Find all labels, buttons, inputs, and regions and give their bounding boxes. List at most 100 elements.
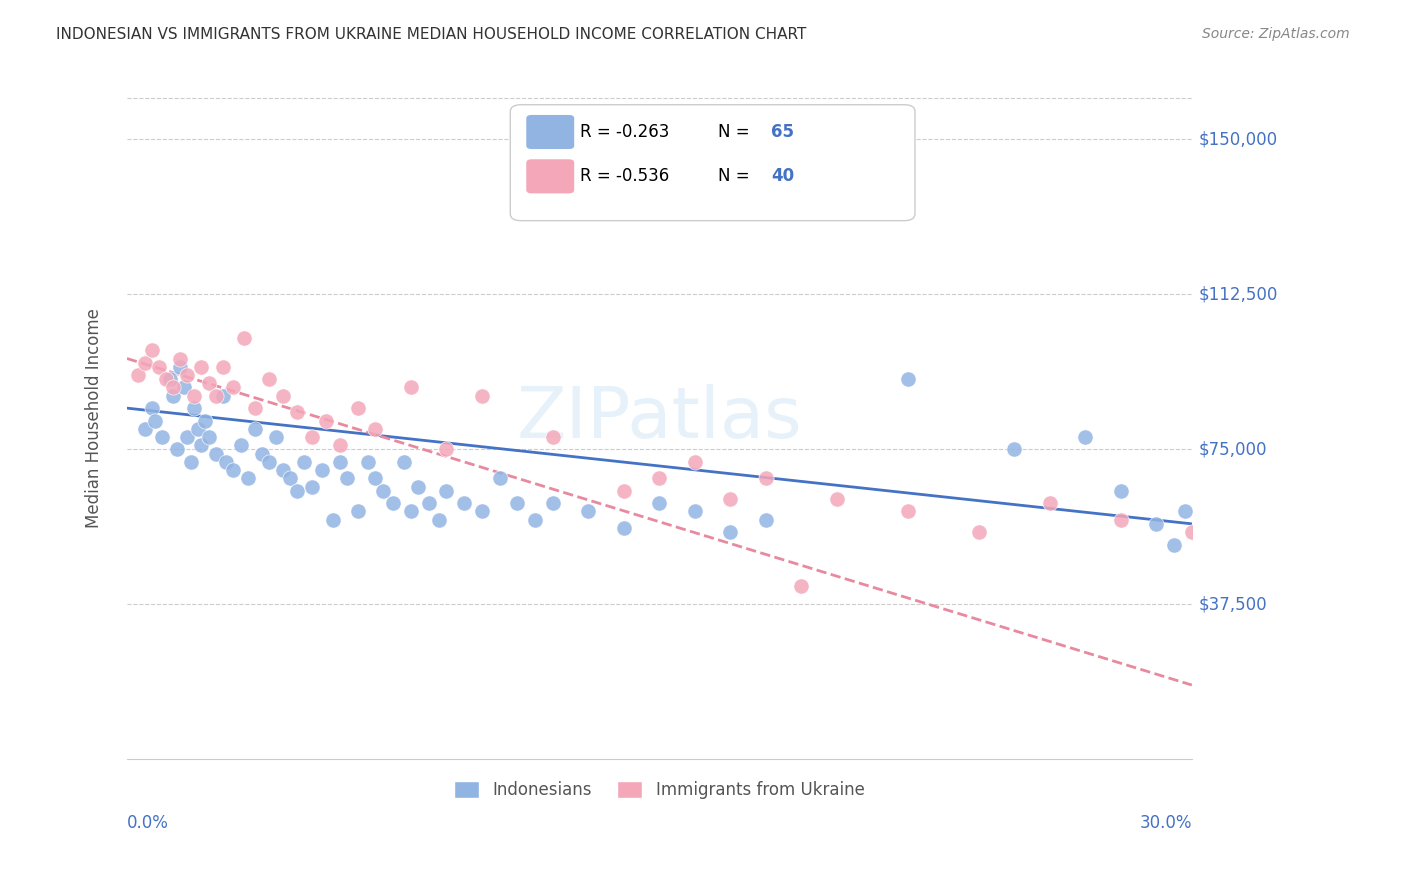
Point (271, 463, 294, 477)
Text: R = -0.263: R = -0.263 (579, 123, 669, 141)
Point (1074, 430, 1097, 444)
Point (152, 430, 174, 444)
Point (204, 389, 226, 403)
Point (155, 372, 177, 386)
Point (418, 496, 440, 510)
Point (271, 389, 294, 403)
Point (1163, 537, 1185, 551)
Point (143, 413, 166, 427)
Point (1144, 516, 1167, 531)
Point (524, 513, 547, 527)
Point (346, 401, 368, 416)
Point (162, 389, 184, 403)
Point (434, 483, 457, 498)
Text: INDONESIAN VS IMMIGRANTS FROM UKRAINE MEDIAN HOUSEHOLD INCOME CORRELATION CHART: INDONESIAN VS IMMIGRANTS FROM UKRAINE ME… (56, 27, 807, 42)
Point (392, 455, 415, 469)
Point (399, 504, 422, 518)
Point (541, 496, 564, 510)
Text: $112,500: $112,500 (1199, 285, 1278, 303)
Point (190, 438, 212, 452)
Point (264, 430, 287, 444)
Point (141, 401, 163, 416)
Point (488, 471, 510, 485)
Point (180, 455, 202, 469)
Point (148, 359, 170, 374)
Point (471, 389, 494, 403)
Point (648, 496, 671, 510)
Point (197, 430, 219, 444)
Point (755, 471, 778, 485)
Point (613, 521, 636, 535)
Point (329, 455, 352, 469)
Text: 40: 40 (772, 168, 794, 186)
Text: R = -0.536: R = -0.536 (579, 168, 669, 186)
Point (346, 504, 368, 518)
Point (755, 513, 778, 527)
Point (897, 372, 920, 386)
Point (173, 380, 195, 394)
Point (364, 471, 387, 485)
Point (357, 455, 380, 469)
Point (183, 389, 205, 403)
Point (301, 480, 323, 494)
Point (197, 376, 219, 391)
Text: ZIPatlas: ZIPatlas (516, 384, 803, 453)
Text: 65: 65 (772, 123, 794, 141)
Point (183, 401, 205, 416)
Point (371, 483, 394, 498)
Point (967, 525, 990, 540)
Point (176, 368, 198, 382)
Point (825, 491, 848, 506)
Point (257, 372, 280, 386)
Point (336, 471, 359, 485)
Point (897, 504, 920, 518)
Point (211, 389, 233, 403)
Point (257, 455, 280, 469)
Point (322, 513, 344, 527)
Text: N =: N = (718, 168, 755, 186)
Text: N =: N = (718, 123, 755, 141)
Point (718, 491, 741, 506)
Point (250, 446, 273, 460)
Point (506, 496, 529, 510)
Point (718, 525, 741, 540)
Point (233, 331, 256, 345)
Point (194, 413, 217, 427)
Point (278, 471, 301, 485)
Point (285, 483, 308, 498)
Point (176, 430, 198, 444)
Point (683, 455, 706, 469)
Point (1109, 513, 1132, 527)
Point (311, 463, 333, 477)
Point (613, 483, 636, 498)
Point (683, 504, 706, 518)
Point (1181, 525, 1204, 540)
Point (187, 422, 209, 436)
Text: $37,500: $37,500 (1199, 596, 1268, 614)
Point (159, 372, 181, 386)
Point (222, 463, 245, 477)
Point (169, 351, 191, 366)
Point (399, 380, 422, 394)
Text: $150,000: $150,000 (1199, 130, 1278, 148)
Point (790, 579, 813, 593)
Point (211, 359, 233, 374)
Point (427, 513, 450, 527)
Point (453, 496, 475, 510)
Point (576, 504, 599, 518)
Point (190, 359, 212, 374)
Point (301, 430, 323, 444)
Point (166, 442, 188, 457)
Point (1109, 483, 1132, 498)
Point (215, 455, 238, 469)
Point (162, 380, 184, 394)
Point (1039, 496, 1062, 510)
Point (236, 471, 259, 485)
FancyBboxPatch shape (526, 115, 574, 149)
Point (315, 413, 337, 427)
Legend: Indonesians, Immigrants from Ukraine: Indonesians, Immigrants from Ukraine (447, 774, 872, 805)
Text: 30.0%: 30.0% (1139, 814, 1192, 832)
Text: Source: ZipAtlas.com: Source: ZipAtlas.com (1202, 27, 1350, 41)
Point (364, 422, 387, 436)
Point (1174, 504, 1197, 518)
